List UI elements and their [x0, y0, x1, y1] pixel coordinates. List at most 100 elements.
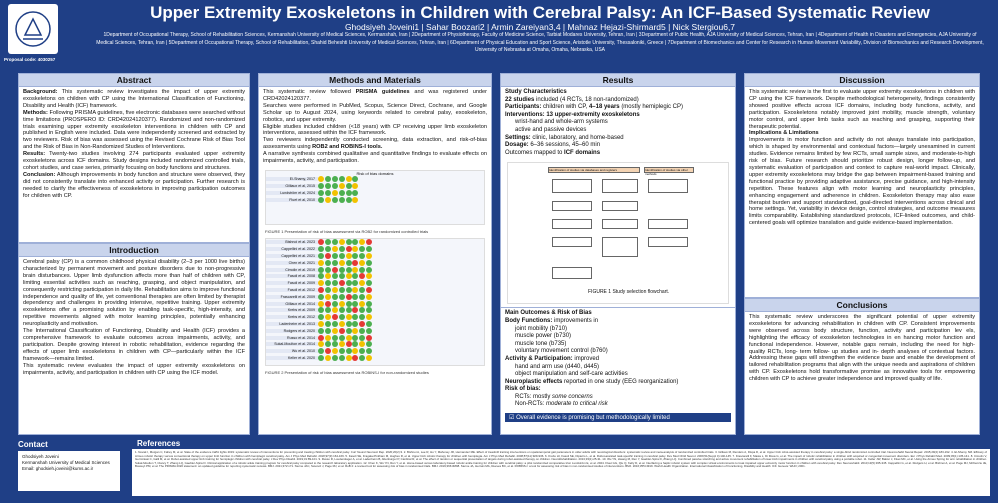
rob-judgement-dot [318, 252, 325, 259]
introduction-heading: Introduction [19, 244, 249, 257]
rob-judgement-dot [365, 354, 372, 361]
flow-box-included [552, 267, 592, 280]
rob-judgement-dot [352, 239, 359, 246]
rob-row: Fluet et al, 2010 [266, 196, 484, 203]
rob-judgement-dot [325, 307, 332, 314]
rob-judgement-dot [345, 320, 352, 327]
rob-study-label: Russo et al. 2014 [266, 335, 318, 340]
rob-row: Lundström et al, 2024 [266, 189, 484, 197]
rob-judgement-dot [318, 176, 325, 183]
rob-judgement-dot [365, 273, 372, 280]
rob2-caption: FIGURE 1 Presentation of risk of bias as… [265, 228, 429, 234]
rob-judgement-dot [325, 280, 332, 287]
conclusions-panel: Conclusions This systematic review under… [744, 298, 980, 435]
flow-box-screened [552, 201, 592, 212]
results-heading: Results [501, 74, 735, 87]
rob-judgement-dot [345, 286, 352, 293]
robins-caption: FIGURE 2 Presentation of risk of bias as… [265, 369, 429, 375]
rob-judgement-dot [359, 252, 366, 259]
rob-judgement-dot [338, 341, 345, 348]
rob-judgement-dot [352, 354, 359, 361]
rob-judgement-dot [345, 314, 352, 321]
rob-judgement-dot [325, 183, 332, 190]
rob-row: Gilliaux et al. 2014 [266, 300, 484, 307]
rob-judgement-dot [338, 314, 345, 321]
rob-judgement-dot [338, 196, 345, 203]
rob-judgement-dot [359, 280, 366, 287]
rob-study-label: Cappellini et al. 2022 [266, 247, 318, 252]
references-heading: References [137, 439, 181, 448]
rob-judgement-dot [345, 183, 352, 190]
rob-judgement-dot [318, 293, 325, 300]
rob-row: El-Shamy, 2017 [266, 176, 484, 183]
rob-row: Russo et al. 2014 [266, 334, 484, 341]
rob-judgement-dot [359, 273, 366, 280]
rob-judgement-dot [318, 189, 325, 196]
rob-judgement-dot [365, 266, 372, 273]
flow-header-other: Identification of studies via other meth… [644, 167, 694, 176]
rob-judgement-dot [331, 189, 338, 196]
rob-judgement-dot [345, 239, 352, 246]
methods-text: This systematic review followed PRISMA g… [263, 89, 488, 165]
rob-judgement-dot [359, 341, 366, 348]
rob-judgement-dot [352, 327, 359, 334]
rob-row: Rodgers et al. 2020 [266, 327, 484, 334]
rob-row: Ladenheim et al. 2013 [266, 320, 484, 328]
rob-judgement-dot [331, 354, 338, 361]
flow-box-excluded [602, 201, 638, 212]
contact-email[interactable]: Email: ghodsieh.joveini@kums.ac.ir [22, 466, 94, 471]
rob-judgement-dot [338, 300, 345, 307]
rob-judgement-dot [345, 354, 352, 361]
rob-judgement-dot [318, 320, 325, 327]
rob-judgement-dot [318, 239, 325, 246]
rob-judgement-dot [331, 314, 338, 321]
rob-judgement-dot [352, 348, 359, 355]
rob-judgement-dot [365, 239, 372, 246]
rob-judgement-dot [318, 273, 325, 280]
rob-judgement-dot [318, 334, 325, 341]
rob-judgement-dot [345, 266, 352, 273]
proposal-code: Proposal code: 4030257 [4, 57, 56, 62]
rob-judgement-dot [359, 239, 366, 246]
rob-judgement-dot [325, 176, 332, 183]
rob-row: Krebs et al. 2012 [266, 314, 484, 321]
prisma-flowchart: Identification of studies via databases … [507, 162, 729, 305]
rob-judgement-dot [365, 307, 372, 314]
rob-judgement-dot [338, 189, 345, 196]
rob-judgement-dot [338, 307, 345, 314]
affiliations: 1Department of Occupational Therapy, Sch… [96, 32, 984, 53]
contact-box: Ghodsiyeh Joveini Kermanshah University … [18, 451, 120, 491]
rob-judgement-dot [359, 266, 366, 273]
contact-heading: Contact [18, 440, 48, 449]
rob-judgement-dot [365, 293, 372, 300]
abstract-heading: Abstract [19, 74, 249, 87]
rob-judgement-dot [331, 286, 338, 293]
introduction-text: Cerebral palsy (CP) is a common childhoo… [23, 259, 245, 376]
rob-judgement-dot [345, 273, 352, 280]
rob-judgement-dot [365, 280, 372, 287]
rob-judgement-dot [365, 327, 372, 334]
rob-judgement-dot [325, 327, 332, 334]
flow-box-other-assessed [648, 237, 688, 248]
rob-judgement-dot [325, 266, 332, 273]
rob-judgement-dot [352, 300, 359, 307]
rob-judgement-dot [352, 176, 359, 183]
rob-judgement-dot [331, 327, 338, 334]
rob-judgement-dot [359, 259, 366, 266]
rob-judgement-dot [352, 334, 359, 341]
rob-judgement-dot [345, 307, 352, 314]
rob2-figure: Risk of bias domains El-Shamy, 2017 Gilli… [265, 169, 485, 225]
rob-judgement-dot [352, 246, 359, 253]
rob2-grid: El-Shamy, 2017 Gilliaux et al, 2015 Lundst… [266, 176, 484, 203]
flow-header-databases: Identification of studies via databases … [548, 167, 640, 174]
rob-study-label: El-Shamy, 2017 [266, 177, 318, 182]
rob-study-label: Gilliaux et al. 2014 [266, 301, 318, 306]
rob-study-label: Chen et al. 2021 [266, 260, 318, 265]
author-list: Ghodsiyeh Joveini1 | Sahar Boozari2 | Ar… [344, 22, 736, 32]
rob-judgement-dot [331, 273, 338, 280]
rob-judgement-dot [365, 252, 372, 259]
discussion-heading: Discussion [745, 74, 979, 87]
rob-judgement-dot [338, 273, 345, 280]
rob-judgement-dot [331, 196, 338, 203]
rob-judgement-dot [318, 300, 325, 307]
